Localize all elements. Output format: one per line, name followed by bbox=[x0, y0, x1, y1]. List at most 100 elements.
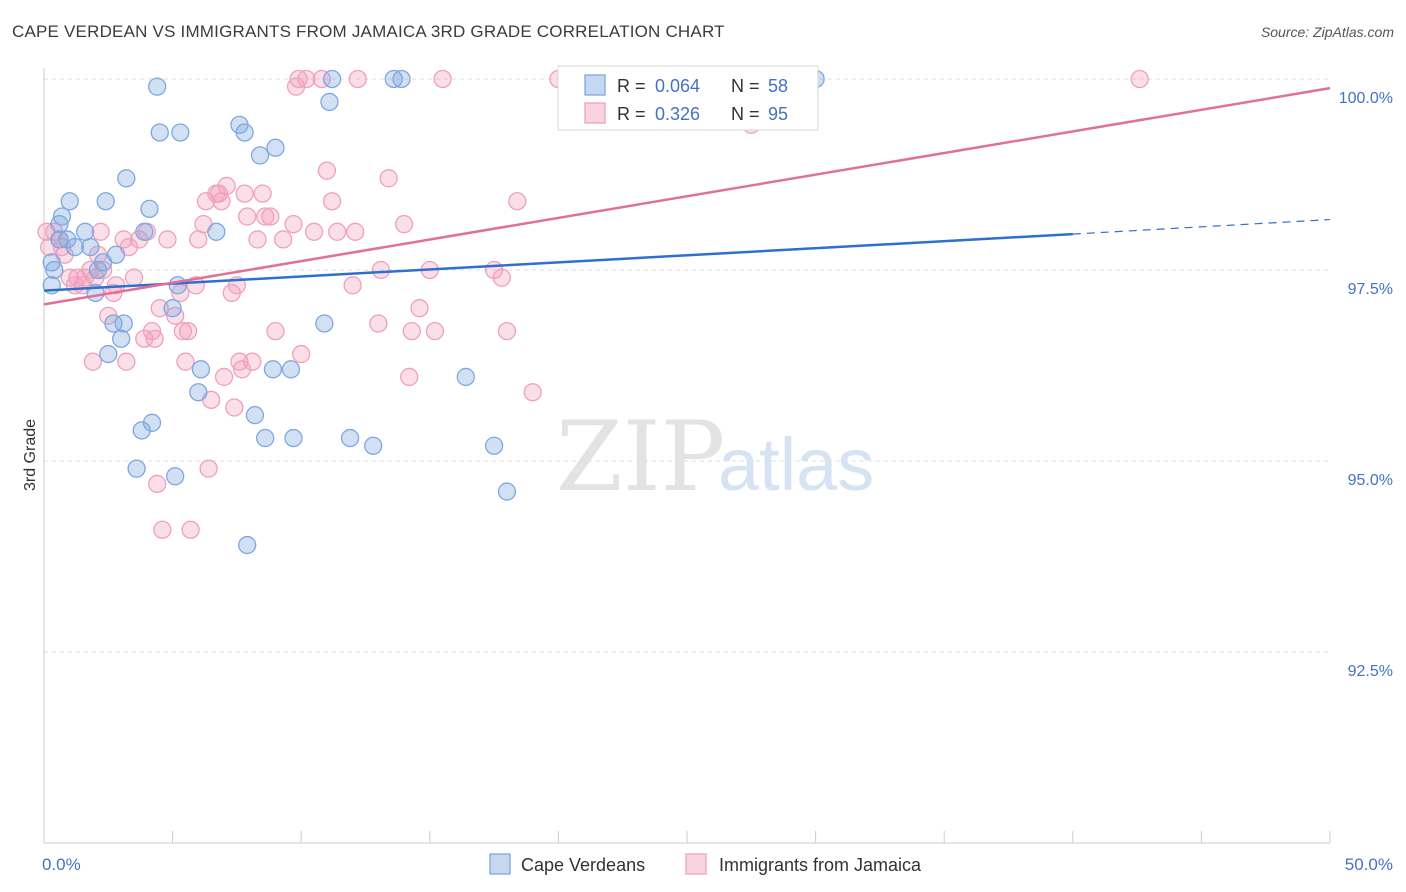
capeverdean-point-36 bbox=[235, 123, 254, 142]
jamaica-point-15 bbox=[91, 222, 110, 241]
y-tick-label-1: 97.5% bbox=[1348, 281, 1393, 298]
jamaica-point-21 bbox=[117, 352, 136, 371]
legend-top-swatch-1 bbox=[584, 102, 606, 124]
capeverdean-point-27 bbox=[150, 123, 169, 142]
jamaica-point-23 bbox=[124, 268, 144, 287]
y-tick-label-0: 100.0% bbox=[1339, 90, 1393, 107]
capeverdean-point-47 bbox=[322, 69, 342, 89]
capeverdean-point-16 bbox=[104, 314, 123, 333]
capeverdean-point-30 bbox=[168, 276, 187, 295]
jamaica-point-47 bbox=[212, 192, 231, 211]
watermark-atlas: atlas bbox=[718, 423, 874, 506]
jamaica-point-68 bbox=[297, 69, 316, 89]
capeverdean-point-2 bbox=[45, 260, 64, 280]
jamaica-point-51 bbox=[225, 398, 244, 417]
trend-lines bbox=[43, 86, 1331, 306]
jamaica-point-77 bbox=[369, 314, 388, 333]
jamaica-point-79 bbox=[379, 169, 398, 188]
jamaica-point-73 bbox=[328, 222, 347, 241]
capeverdean-point-19 bbox=[114, 314, 133, 333]
jamaica-point-86 bbox=[433, 69, 452, 89]
capeverdean-point-22 bbox=[132, 421, 151, 440]
legend-top-n-label-0: N = bbox=[731, 76, 760, 96]
capeverdean-point-33 bbox=[189, 383, 208, 402]
jamaica-point-25 bbox=[135, 329, 154, 348]
jamaica-point-85 bbox=[425, 321, 445, 341]
jamaica-point-61 bbox=[261, 207, 280, 226]
capeverdean-point-21 bbox=[127, 459, 146, 478]
capeverdean-point-10 bbox=[81, 237, 100, 257]
y-axis-title: 3rd Grade bbox=[22, 419, 39, 491]
jamaica-point-83 bbox=[410, 299, 429, 318]
capeverdean-point-26 bbox=[148, 77, 167, 96]
legend-bottom: Cape Verdeans Immigrants from Jamaica bbox=[489, 853, 922, 875]
jamaica-point-91 bbox=[523, 383, 542, 402]
jamaica-point-54 bbox=[232, 360, 252, 379]
jamaica-point-81 bbox=[400, 367, 419, 387]
capeverdean-point-5 bbox=[52, 207, 72, 226]
capeverdean-point-15 bbox=[99, 344, 118, 364]
legend-top-box bbox=[557, 65, 819, 131]
jamaica-point-80 bbox=[394, 215, 414, 234]
jamaica-point-59 bbox=[253, 184, 272, 203]
capeverdean-point-23 bbox=[135, 222, 154, 241]
capeverdean-point-41 bbox=[263, 360, 283, 379]
jamaica-point-28 bbox=[145, 329, 164, 348]
capeverdean-point-52 bbox=[456, 367, 475, 387]
capeverdean-point-25 bbox=[142, 413, 162, 432]
jamaica-point-49 bbox=[217, 176, 236, 196]
capeverdean-point-40 bbox=[256, 428, 275, 448]
jamaica-point-94 bbox=[1130, 69, 1149, 89]
jamaica-point-16 bbox=[94, 260, 113, 280]
capeverdean-point-37 bbox=[238, 535, 257, 555]
jamaica-point-56 bbox=[238, 207, 257, 226]
capeverdean-point-38 bbox=[245, 406, 265, 425]
jamaica-point-37 bbox=[178, 321, 198, 341]
jamaica-point-76 bbox=[348, 69, 367, 89]
jamaica-point-38 bbox=[181, 520, 200, 539]
jamaica-point-36 bbox=[176, 352, 195, 371]
legend-top-swatch-0 bbox=[584, 74, 606, 96]
watermark-zip: ZIP bbox=[556, 401, 725, 513]
capeverdean-point-17 bbox=[106, 245, 126, 264]
jamaica-point-32 bbox=[158, 230, 177, 249]
x-tick-label-0: 0.0% bbox=[42, 855, 81, 874]
chart-title: CAPE VERDEAN VS IMMIGRANTS FROM JAMAICA … bbox=[12, 22, 725, 41]
jamaica-point-29 bbox=[148, 474, 167, 494]
legend-bottom-label-1: Immigrants from Jamaica bbox=[719, 855, 922, 875]
capeverdean-point-54 bbox=[497, 482, 517, 501]
series-capeverdean-points bbox=[42, 69, 825, 555]
capeverdean-point-53 bbox=[484, 436, 504, 455]
legend-top-r-label-1: R = bbox=[617, 104, 646, 124]
legend-bottom-swatch-1 bbox=[685, 853, 707, 875]
capeverdean-point-18 bbox=[112, 329, 131, 348]
jamaica-point-88 bbox=[492, 268, 511, 287]
legend-top: R = 0.064 N = 58 R = 0.326 N = 95 bbox=[557, 65, 819, 131]
y-tick-labels: 100.0% 97.5% 95.0% 92.5% bbox=[1339, 90, 1393, 680]
jamaica-point-57 bbox=[243, 352, 262, 371]
x-tick-labels: 0.0% 50.0% bbox=[42, 855, 1393, 874]
jamaica-point-74 bbox=[343, 276, 362, 295]
capeverdean-point-9 bbox=[76, 222, 95, 241]
jamaica-point-64 bbox=[284, 215, 303, 234]
jamaica-point-69 bbox=[304, 222, 324, 241]
jamaica-point-55 bbox=[235, 184, 254, 203]
jamaica-point-70 bbox=[312, 69, 331, 89]
capeverdean-trend-line bbox=[43, 232, 1073, 292]
legend-top-n-value-1: 95 bbox=[768, 104, 788, 124]
source-credit: Source: ZipAtlas.com bbox=[1260, 24, 1394, 40]
y-tick-label-3: 92.5% bbox=[1348, 663, 1393, 680]
jamaica-point-31 bbox=[153, 520, 172, 539]
watermark: ZIP atlas bbox=[556, 401, 874, 513]
jamaica-point-78 bbox=[371, 260, 391, 280]
legend-bottom-swatch-0 bbox=[489, 853, 511, 875]
jamaica-point-67 bbox=[292, 344, 311, 364]
legend-top-r-value-0: 0.064 bbox=[655, 76, 700, 96]
jamaica-point-58 bbox=[248, 230, 267, 249]
capeverdean-point-8 bbox=[65, 237, 85, 257]
capeverdean-point-46 bbox=[320, 92, 339, 112]
jamaica-point-43 bbox=[199, 459, 218, 478]
jamaica-point-66 bbox=[289, 69, 308, 89]
jamaica-point-30 bbox=[150, 299, 169, 318]
